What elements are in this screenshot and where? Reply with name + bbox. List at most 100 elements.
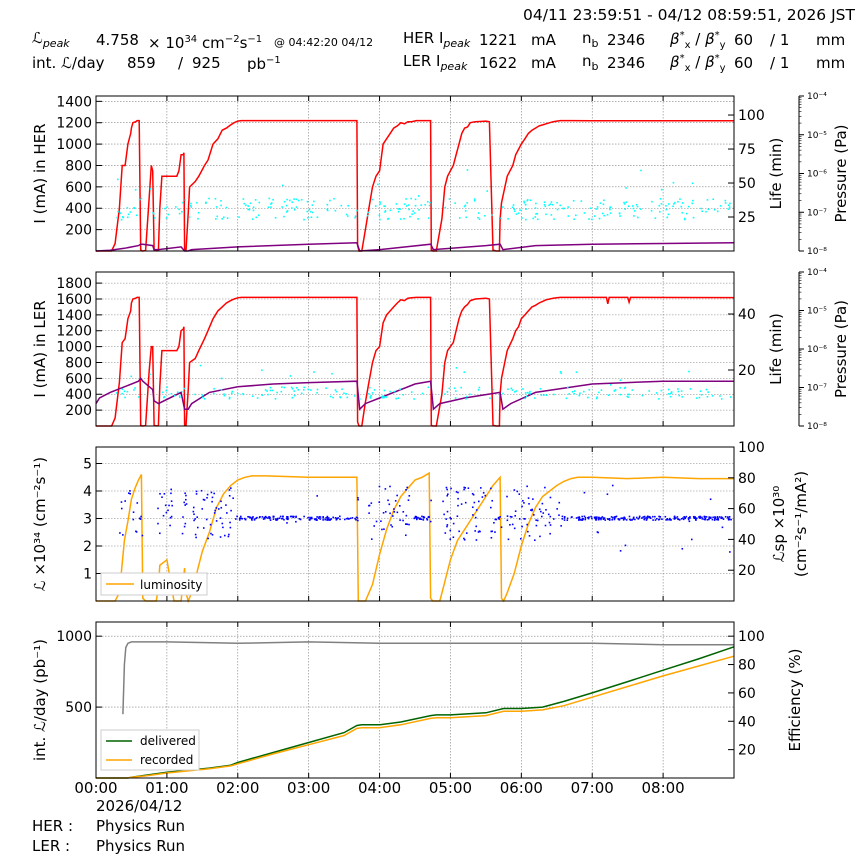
specific-point	[566, 517, 569, 520]
specific-point	[721, 526, 724, 529]
specific-point	[426, 518, 429, 521]
x-tick-label: 07:00	[571, 779, 614, 797]
specific-point	[450, 517, 452, 520]
specific-point	[713, 519, 716, 521]
pressure-point	[575, 214, 577, 217]
specific-point	[532, 498, 534, 500]
specific-point	[316, 519, 318, 521]
pressure-point	[369, 396, 372, 398]
pressure-point	[367, 211, 370, 214]
specific-point	[632, 516, 635, 519]
pressure-point	[477, 216, 479, 219]
pressure-point	[276, 391, 278, 394]
pressure-point	[707, 208, 710, 211]
specific-point	[286, 522, 288, 524]
current-line	[96, 296, 735, 427]
specific-point	[649, 517, 652, 519]
pressure-point	[397, 210, 400, 213]
specific-point	[681, 547, 684, 550]
pressure-point	[410, 197, 412, 200]
pressure-point	[378, 214, 381, 217]
specific-point	[394, 500, 397, 502]
specific-point	[219, 536, 222, 538]
pressure-point	[658, 398, 660, 400]
pressure-point	[526, 199, 529, 201]
pressure-point	[687, 205, 690, 208]
y-tick-label: 1800	[56, 276, 92, 292]
integrated-slash: /	[178, 54, 184, 72]
specific-point	[281, 517, 283, 520]
specific-point	[184, 522, 187, 525]
specific-point	[499, 516, 501, 518]
specific-point	[235, 518, 237, 520]
pressure-point	[573, 392, 575, 395]
specific-point	[641, 517, 643, 519]
y-tick-label: 3	[83, 512, 92, 528]
specific-point	[654, 515, 656, 518]
legend-box	[100, 729, 200, 771]
specific-point	[682, 518, 685, 521]
specific-point	[215, 520, 218, 522]
pressure-point	[410, 391, 413, 393]
specific-point	[474, 516, 477, 519]
pressure-point	[311, 204, 314, 206]
pressure-point	[269, 389, 272, 392]
pressure-point	[389, 209, 392, 212]
specific-point	[120, 507, 123, 510]
pressure-point	[565, 397, 568, 400]
specific-point	[206, 493, 209, 496]
y-right-tick-label: 40	[738, 307, 756, 323]
pressure-point	[556, 208, 559, 211]
pressure-point	[220, 200, 222, 202]
pressure-point	[302, 389, 305, 391]
pressure-point	[413, 212, 416, 214]
y-right-tick-label: 75	[738, 142, 756, 158]
pressure-point	[356, 209, 358, 212]
specific-point	[596, 516, 598, 518]
specific-point	[475, 539, 478, 541]
integrated-delivered-value: 859	[127, 54, 156, 72]
pressure-point	[478, 386, 481, 389]
pressure-point	[720, 398, 723, 400]
pressure-point	[727, 204, 730, 207]
ler-peak-unit: mA	[531, 54, 556, 72]
pressure-point	[686, 212, 688, 215]
specific-point	[308, 519, 311, 521]
pressure-point	[660, 188, 663, 191]
specific-point	[706, 518, 709, 521]
specific-point	[368, 512, 370, 514]
specific-point	[380, 520, 382, 523]
specific-point	[467, 487, 470, 489]
specific-point	[482, 492, 485, 494]
specific-point	[631, 519, 633, 521]
pressure-point	[711, 395, 714, 397]
specific-point	[607, 518, 609, 520]
pressure-point	[567, 215, 570, 217]
pressure-point	[573, 390, 576, 392]
specific-point	[274, 518, 277, 520]
specific-point	[278, 517, 281, 520]
specific-point	[704, 517, 707, 520]
specific-point	[357, 498, 359, 501]
specific-point	[370, 538, 373, 540]
pressure-point	[400, 218, 402, 220]
specific-point	[196, 516, 199, 518]
pressure-point	[115, 392, 118, 394]
pressure-point	[523, 200, 525, 203]
specific-point	[171, 504, 174, 507]
specific-point	[428, 515, 430, 518]
specific-point	[295, 516, 297, 519]
pressure-point	[528, 392, 531, 395]
specific-point	[452, 522, 455, 525]
specific-point	[714, 516, 716, 518]
specific-point	[506, 515, 509, 517]
life-line	[95, 242, 735, 252]
specific-point	[535, 519, 537, 521]
specific-point	[289, 515, 292, 518]
pressure-point	[601, 212, 604, 215]
pressure-point	[609, 208, 611, 211]
specific-point	[727, 517, 730, 520]
current-line	[96, 119, 734, 252]
pressure-point	[255, 216, 258, 219]
specific-point	[355, 516, 358, 519]
